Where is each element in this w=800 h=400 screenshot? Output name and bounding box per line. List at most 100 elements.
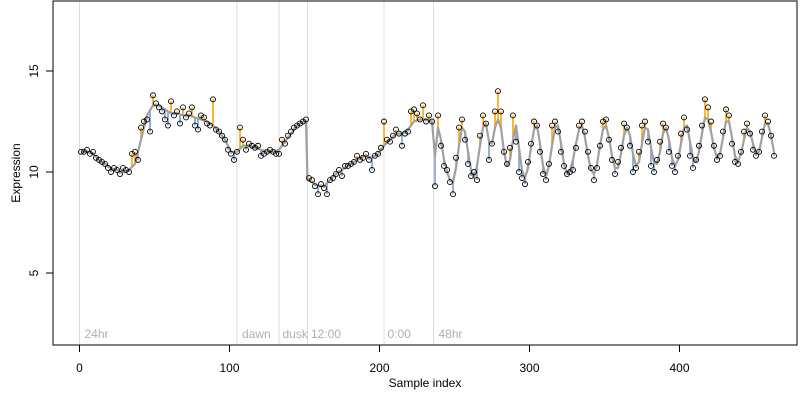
data-point bbox=[186, 110, 192, 117]
data-point bbox=[375, 150, 381, 157]
data-point bbox=[135, 156, 141, 163]
data-point bbox=[396, 130, 402, 137]
data-point bbox=[138, 124, 144, 131]
data-point bbox=[765, 118, 771, 125]
data-point bbox=[171, 112, 177, 119]
data-point bbox=[318, 181, 324, 188]
data-point bbox=[678, 130, 684, 137]
data-point bbox=[339, 173, 345, 179]
data-point bbox=[324, 191, 330, 198]
data-point bbox=[714, 156, 720, 163]
data-point bbox=[405, 128, 411, 135]
data-point bbox=[498, 108, 504, 115]
annotation-label: 12:00 bbox=[311, 327, 341, 341]
data-point bbox=[735, 160, 741, 167]
data-point bbox=[522, 181, 528, 188]
data-point bbox=[711, 142, 717, 149]
data-point bbox=[414, 110, 420, 117]
data-point bbox=[183, 114, 189, 121]
data-point bbox=[285, 132, 291, 139]
data-point bbox=[651, 169, 657, 175]
data-point bbox=[747, 130, 753, 137]
data-point bbox=[444, 167, 450, 173]
data-point bbox=[150, 92, 156, 99]
y-tick-label: 15 bbox=[27, 64, 41, 78]
data-point bbox=[744, 120, 750, 127]
data-point bbox=[669, 162, 675, 169]
data-point bbox=[501, 148, 507, 155]
data-point bbox=[336, 167, 342, 173]
data-point bbox=[696, 142, 702, 149]
data-point bbox=[741, 128, 747, 135]
data-point bbox=[675, 152, 681, 159]
data-point bbox=[717, 152, 723, 159]
data-point bbox=[378, 144, 384, 151]
data-point bbox=[360, 154, 366, 161]
data-point bbox=[495, 88, 501, 95]
data-point bbox=[222, 136, 228, 143]
data-point bbox=[756, 148, 762, 155]
data-point bbox=[90, 148, 96, 155]
x-tick-label: 0 bbox=[76, 361, 83, 375]
data-point bbox=[618, 144, 624, 151]
data-point bbox=[471, 169, 477, 175]
data-point bbox=[723, 106, 729, 113]
x-axis: 0 100 200 300 400 bbox=[76, 344, 690, 375]
data-point bbox=[474, 177, 480, 184]
data-point bbox=[561, 162, 567, 169]
data-point bbox=[687, 152, 693, 159]
data-point bbox=[342, 162, 348, 169]
data-point bbox=[456, 124, 462, 131]
data-point bbox=[540, 171, 546, 177]
data-point bbox=[354, 152, 360, 159]
data-point bbox=[657, 138, 663, 145]
data-point bbox=[483, 120, 489, 127]
data-point bbox=[633, 165, 639, 171]
data-point bbox=[768, 132, 774, 139]
data-point bbox=[369, 167, 375, 173]
data-point bbox=[546, 160, 552, 167]
data-point bbox=[390, 132, 396, 139]
data-point bbox=[642, 118, 648, 125]
data-point bbox=[156, 104, 162, 111]
data-point bbox=[243, 146, 249, 153]
data-point bbox=[195, 126, 201, 133]
annotation-label: 48hr bbox=[439, 327, 463, 341]
x-tick-label: 300 bbox=[519, 361, 539, 375]
data-point bbox=[459, 116, 465, 123]
data-point bbox=[585, 148, 591, 155]
data-point bbox=[570, 167, 576, 173]
data-point bbox=[513, 138, 519, 145]
data-point bbox=[504, 160, 510, 167]
data-point bbox=[216, 128, 222, 135]
x-axis-title: Sample index bbox=[389, 376, 462, 390]
data-point bbox=[333, 171, 339, 177]
data-point bbox=[105, 165, 111, 171]
data-point bbox=[681, 114, 687, 121]
data-point bbox=[693, 156, 699, 163]
data-point bbox=[423, 118, 429, 125]
data-point bbox=[615, 158, 621, 165]
data-point bbox=[480, 112, 486, 119]
data-point bbox=[144, 116, 150, 123]
data-point bbox=[279, 136, 285, 143]
data-point bbox=[594, 165, 600, 171]
vertical-reference-lines bbox=[79, 1, 434, 345]
data-point bbox=[738, 148, 744, 155]
data-point bbox=[591, 177, 597, 184]
annotation-label: 0:00 bbox=[388, 327, 412, 341]
data-point bbox=[579, 118, 585, 125]
data-point bbox=[552, 118, 558, 125]
data-point bbox=[303, 116, 309, 123]
data-point bbox=[510, 112, 516, 119]
data-point bbox=[588, 165, 594, 171]
x-tick-label: 400 bbox=[669, 361, 689, 375]
data-point bbox=[528, 140, 534, 147]
data-point bbox=[387, 138, 393, 145]
data-point bbox=[288, 128, 294, 135]
data-point bbox=[621, 120, 627, 127]
data-point bbox=[228, 150, 234, 157]
data-point bbox=[708, 118, 714, 125]
y-axis: 5 10 15 bbox=[27, 64, 54, 276]
